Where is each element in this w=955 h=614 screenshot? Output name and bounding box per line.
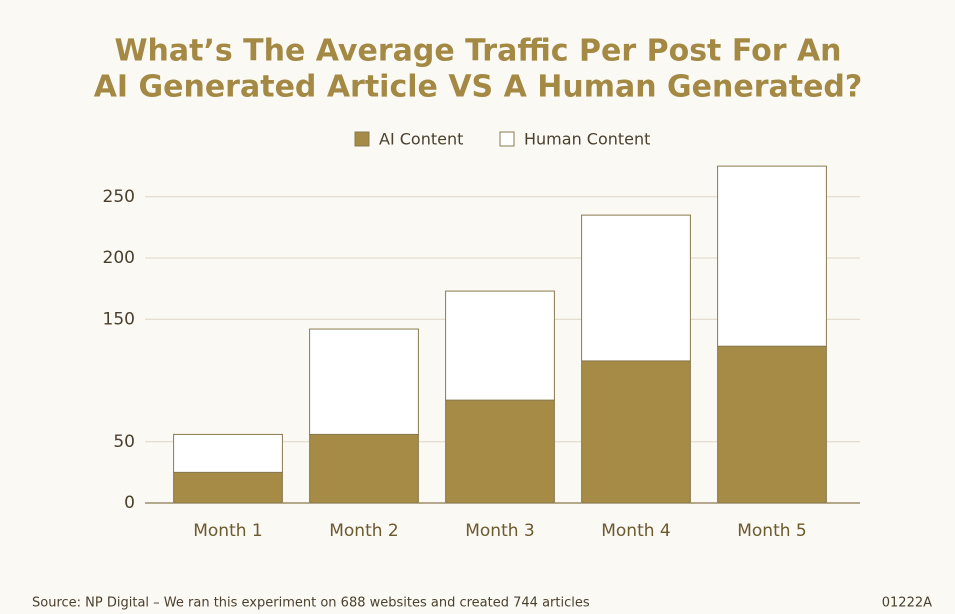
y-tick-label: 150 xyxy=(103,309,135,329)
bar-segment xyxy=(581,360,691,504)
bar-segment xyxy=(173,471,283,504)
bar-segment xyxy=(309,328,419,435)
bar-segment xyxy=(445,399,555,504)
y-tick-label: 50 xyxy=(113,432,135,452)
legend-swatch xyxy=(499,131,515,147)
y-tick-label: 250 xyxy=(103,187,135,207)
y-tick-label: 0 xyxy=(124,493,135,513)
bar-segment xyxy=(173,433,283,473)
chart-title: AI Generated Article VS A Human Generate… xyxy=(94,70,863,105)
bar-segment xyxy=(309,433,419,504)
x-tick-label: Month 2 xyxy=(329,521,399,541)
legend-label: Human Content xyxy=(524,130,650,149)
y-tick-label: 200 xyxy=(103,248,135,268)
bar-segment xyxy=(581,214,691,362)
chart-code: 01222A xyxy=(882,596,932,611)
chart-title: What’s The Average Traffic Per Post For … xyxy=(114,34,841,69)
x-tick-label: Month 5 xyxy=(737,521,807,541)
legend-swatch xyxy=(354,131,370,147)
bar-segment xyxy=(717,165,827,347)
x-tick-label: Month 4 xyxy=(601,521,671,541)
source-note: Source: NP Digital – We ran this experim… xyxy=(32,596,590,611)
bar-segment xyxy=(717,345,827,504)
x-tick-label: Month 1 xyxy=(193,521,263,541)
legend-label: AI Content xyxy=(379,130,463,149)
x-tick-label: Month 3 xyxy=(465,521,535,541)
bar-segment xyxy=(445,290,555,401)
